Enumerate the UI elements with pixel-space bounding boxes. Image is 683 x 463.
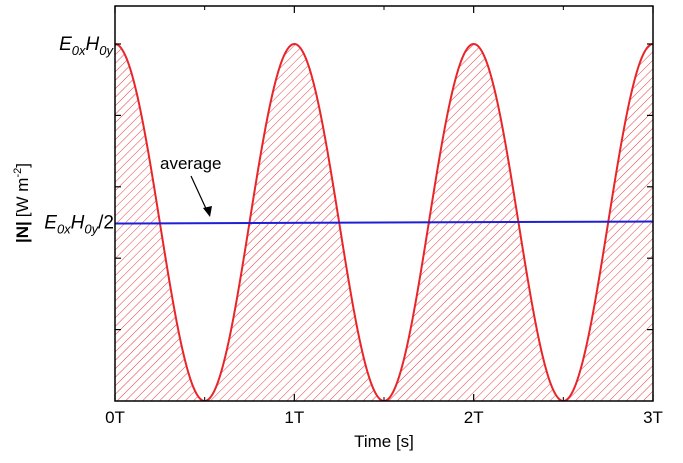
x-tick-label: 1T [284,408,304,427]
average-annotation-label: average [160,154,221,173]
x-tick-label: 3T [643,408,663,427]
series-fill-hatch [115,44,653,401]
y-tick-label-half: E0xH0y/2 [44,213,114,237]
series-line-average [115,220,653,225]
axis-ticks [114,6,654,401]
y-axis-title: |N|[W m-2] [12,163,32,243]
plot-area [115,42,653,401]
x-tick-label: 0T [105,408,125,427]
x-tick-label: 2T [464,408,484,427]
plot-frame [114,5,654,402]
y-tick-label-max: E0xH0y [59,34,114,58]
x-axis-title: Time [s] [354,432,414,451]
average-annotation-arrow [190,175,212,217]
